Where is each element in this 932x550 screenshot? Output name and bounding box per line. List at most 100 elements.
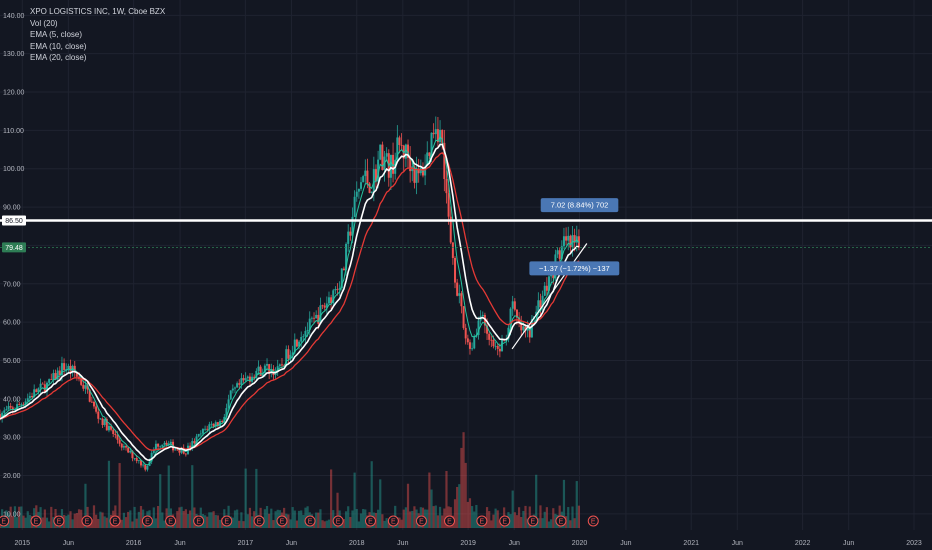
volume-bar bbox=[71, 519, 74, 528]
candle-body bbox=[501, 339, 504, 352]
volume-bar bbox=[349, 517, 352, 528]
volume-bar bbox=[191, 465, 194, 528]
candle-body bbox=[110, 426, 113, 430]
x-tick-label: Jun bbox=[732, 540, 743, 547]
legend-ema-5[interactable]: EMA (5, close) bbox=[30, 30, 83, 39]
earnings-marker-label: E bbox=[591, 519, 596, 526]
price-axis[interactable]: 10.0020.0030.0040.0050.0060.0070.0080.00… bbox=[3, 13, 25, 518]
volume-bar bbox=[402, 509, 405, 528]
volume-bar bbox=[77, 509, 81, 528]
volume-bar bbox=[246, 514, 249, 528]
chart-drawings[interactable]: 7.02 (8.84%) 702 −1.37 (−1.72%) −137 bbox=[0, 198, 932, 350]
candle-body bbox=[319, 305, 322, 324]
volume-bar bbox=[432, 506, 435, 528]
candle-body bbox=[562, 236, 565, 247]
earnings-marker-label: E bbox=[308, 519, 313, 526]
x-tick-label: Jun bbox=[509, 540, 520, 547]
volume-bar bbox=[216, 515, 219, 528]
candle-body bbox=[445, 178, 448, 194]
candle-body bbox=[37, 388, 40, 393]
level-price-tag-box bbox=[2, 215, 26, 226]
candle-body bbox=[92, 401, 95, 407]
volume-bar bbox=[488, 511, 491, 528]
candle-body bbox=[112, 429, 115, 434]
volume-bar bbox=[189, 510, 192, 528]
candle-body bbox=[150, 452, 153, 462]
volume-bar bbox=[67, 514, 70, 528]
volume-bar bbox=[231, 517, 234, 528]
candle-body bbox=[338, 288, 341, 290]
candle-body bbox=[154, 443, 157, 451]
candle-body bbox=[75, 372, 78, 377]
volume-bar bbox=[139, 505, 143, 528]
legend-volume[interactable]: Vol (20) bbox=[30, 18, 58, 28]
earnings-marker: E bbox=[276, 515, 288, 527]
volume-bar bbox=[133, 506, 136, 528]
earnings-marker: E bbox=[527, 515, 539, 527]
price-tags: 86.50 79.48 bbox=[2, 215, 26, 253]
candle-body bbox=[28, 396, 31, 399]
earnings-marker: E bbox=[0, 515, 10, 527]
candle-body bbox=[88, 389, 91, 402]
annotation-text: −1.37 (−1.72%) −137 bbox=[539, 264, 610, 273]
legend-ema-20[interactable]: EMA (20, close) bbox=[30, 53, 87, 62]
volume-bar bbox=[297, 510, 301, 528]
volume-bar bbox=[466, 501, 469, 528]
volume-bar bbox=[471, 506, 474, 528]
earnings-marker: E bbox=[476, 515, 488, 527]
x-tick-label: 2021 bbox=[683, 540, 699, 547]
earnings-marker-label: E bbox=[168, 519, 173, 526]
candle-body bbox=[306, 329, 309, 331]
volume-bar bbox=[52, 517, 55, 528]
candle-body bbox=[157, 443, 160, 447]
candle-body bbox=[122, 446, 125, 448]
candle-body bbox=[48, 379, 51, 383]
x-tick-label: 2017 bbox=[238, 540, 254, 547]
candle-body bbox=[345, 243, 348, 271]
earnings-marker: E bbox=[415, 515, 427, 527]
volume-bar bbox=[374, 512, 378, 528]
current-price-tag: 79.48 bbox=[2, 242, 26, 253]
candle-body bbox=[212, 423, 215, 427]
candle-body bbox=[360, 182, 363, 189]
volume-bar bbox=[456, 486, 459, 528]
candle-body bbox=[107, 426, 110, 431]
volume-bar bbox=[18, 506, 21, 528]
volume-bar bbox=[218, 519, 222, 528]
symbol-title[interactable]: XPO LOGISTICS INC, 1W, Cboe BZX bbox=[30, 7, 166, 16]
candle-body bbox=[460, 293, 463, 307]
candle-body bbox=[167, 443, 170, 445]
candle-body bbox=[530, 318, 533, 338]
earnings-marker-label: E bbox=[34, 519, 39, 526]
candle-body bbox=[131, 451, 134, 459]
x-tick-label: Jun bbox=[620, 540, 631, 547]
volume-bar bbox=[411, 510, 414, 528]
earnings-marker: E bbox=[221, 515, 233, 527]
volume-bar bbox=[69, 511, 72, 528]
legend-ema-10[interactable]: EMA (10, close) bbox=[30, 41, 87, 51]
candle-body bbox=[129, 451, 132, 453]
volume-bar bbox=[13, 506, 17, 528]
annotation-box bbox=[529, 261, 620, 276]
y-tick-label: 140.00 bbox=[3, 13, 25, 20]
candle-body bbox=[486, 325, 489, 334]
earnings-marker-label: E bbox=[502, 519, 507, 526]
candle-body bbox=[1, 412, 4, 419]
candle-body bbox=[321, 305, 324, 307]
volume-bar bbox=[270, 508, 273, 528]
x-tick-label: 2019 bbox=[460, 540, 476, 547]
candle-body bbox=[278, 364, 281, 367]
candle-body bbox=[522, 326, 525, 331]
current-price-tag-box bbox=[2, 242, 26, 253]
volume-bar bbox=[293, 510, 296, 528]
candle-body bbox=[223, 416, 226, 423]
candle-body bbox=[392, 154, 395, 174]
volume-bar bbox=[539, 505, 542, 528]
volume-bar bbox=[45, 517, 49, 528]
time-axis[interactable]: 2015 Jun 2016 Jun 2017 Jun 2018 Jun 2019 Jun 2020 J… bbox=[14, 540, 921, 547]
y-tick-label: 130.00 bbox=[3, 51, 25, 58]
volume-bar bbox=[238, 520, 241, 528]
earnings-marker: E bbox=[587, 515, 599, 527]
